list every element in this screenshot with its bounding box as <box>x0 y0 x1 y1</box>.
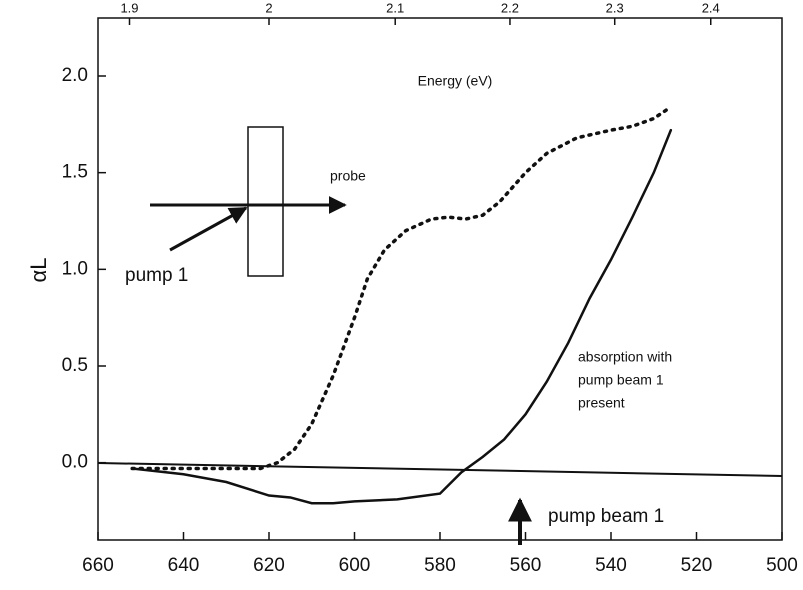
y-tick-label: 2.0 <box>62 65 88 86</box>
top-x-tick-label: 1.9 <box>120 0 138 15</box>
annotation: pump beam 1 <box>578 372 664 388</box>
annotation: present <box>578 395 625 411</box>
annotation: probe <box>330 168 366 184</box>
top-x-tick-label: 2.3 <box>606 0 624 15</box>
annotation: absorption with <box>578 349 672 365</box>
x-tick-label: 640 <box>168 555 200 576</box>
data-line <box>130 105 673 471</box>
x-tick-label: 620 <box>253 555 285 576</box>
y-tick-label: 1.5 <box>62 162 88 183</box>
x-tick-label: 600 <box>339 555 371 576</box>
pump-arrow <box>169 206 248 252</box>
plot-frame <box>97 17 783 541</box>
data-line <box>130 128 673 505</box>
top-x-tick-label: 2 <box>265 0 272 15</box>
x-tick-label: 560 <box>510 555 542 576</box>
sample-schematic <box>247 126 284 277</box>
x-tick-label: 540 <box>595 555 627 576</box>
y-tick-label: 0.0 <box>62 452 88 473</box>
x-tick-label: 580 <box>424 555 456 576</box>
y-tick-label: 1.0 <box>62 258 88 279</box>
x-tick-label: 520 <box>681 555 713 576</box>
baseline <box>97 462 783 477</box>
annotation: pump 1 <box>125 265 188 286</box>
top-x-tick-label: 2.4 <box>702 0 720 15</box>
annotation: pump beam 1 <box>548 506 664 527</box>
y-tick-label: 0.5 <box>62 355 88 376</box>
top-x-tick-label: 2.1 <box>386 0 404 15</box>
x-tick-label: 660 <box>82 555 114 576</box>
x-axis-label: Energy (eV) <box>418 73 493 89</box>
x-tick-label: 500 <box>766 555 798 576</box>
top-x-tick-label: 2.2 <box>501 0 519 15</box>
y-axis-label: αL <box>26 258 51 283</box>
